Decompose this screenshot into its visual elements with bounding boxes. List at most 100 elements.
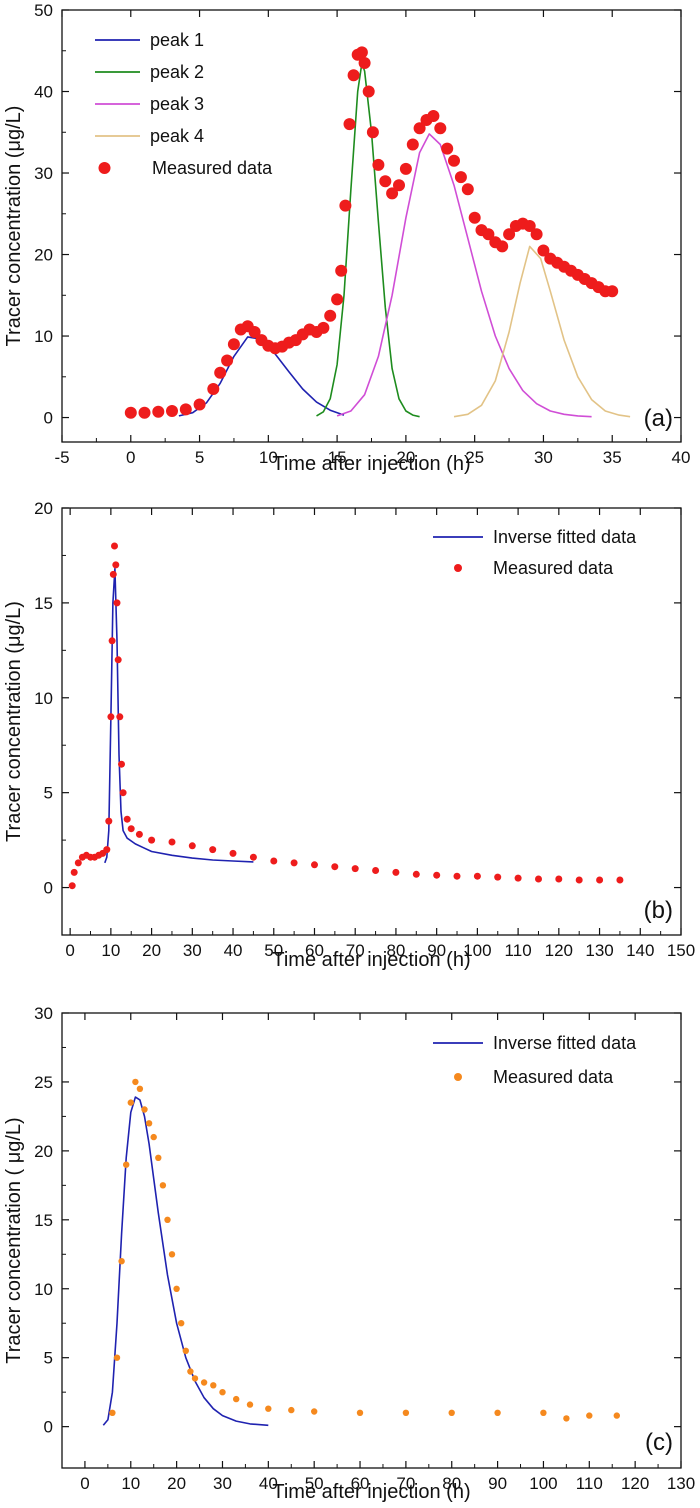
panel-label: (b): [644, 897, 673, 924]
legend-marker-swatch: [454, 564, 462, 572]
data-point: [606, 285, 619, 298]
x-tick-label: -5: [54, 448, 69, 467]
data-point: [187, 1368, 194, 1375]
plot-frame: [61, 1012, 682, 1469]
x-tick-label: 0: [126, 448, 135, 467]
data-point: [74, 859, 82, 867]
data-point: [113, 1354, 121, 1361]
x-axis-title: Time after injection (h): [272, 949, 470, 971]
data-point: [270, 857, 278, 865]
data-point: [109, 570, 117, 578]
data-point: [448, 1409, 455, 1417]
y-axis-title: Tracer concentration (μg/L): [3, 601, 25, 842]
data-point: [399, 162, 412, 175]
x-tick-label: 15: [328, 448, 347, 467]
data-point: [331, 863, 339, 871]
data-point: [182, 1347, 189, 1355]
legend-label: Inverse fitted data: [493, 527, 637, 547]
x-tick-label: 60: [305, 941, 324, 960]
x-tick-label: 30: [213, 1474, 232, 1493]
data-point: [335, 264, 348, 277]
data-point: [127, 825, 135, 833]
y-tick-label: 20: [34, 246, 53, 265]
data-point: [454, 171, 467, 184]
data-point: [540, 1409, 547, 1417]
data-point: [107, 713, 115, 721]
y-tick-label: 10: [34, 1280, 53, 1299]
y-tick-label: 0: [44, 879, 53, 898]
data-point: [413, 122, 426, 135]
x-tick-label: 0: [80, 1474, 89, 1493]
data-point: [118, 1258, 125, 1265]
x-tick-label: 40: [672, 448, 691, 467]
chart-panel-c: 0 10 20 30 40 50 60 70 80 90 100 110 120 130 0 5 10 15 20 2…: [3, 1004, 695, 1503]
x-tick-label: 100: [529, 1474, 557, 1493]
x-tick-label: 90: [488, 1474, 507, 1493]
legend-label: Measured data: [493, 1067, 614, 1087]
y-tick-label: 30: [34, 1004, 53, 1023]
data-point: [358, 57, 371, 69]
data-point: [317, 321, 330, 334]
x-tick-label: 30: [534, 448, 553, 467]
x-tick-label: 0: [65, 941, 74, 960]
data-point: [179, 403, 192, 416]
data-point: [152, 405, 165, 418]
data-point: [461, 183, 474, 196]
data-point: [109, 1409, 116, 1417]
panel-label: (c): [645, 1429, 673, 1456]
data-point: [386, 187, 399, 200]
y-tick-label: 10: [34, 689, 53, 708]
data-point: [355, 46, 368, 59]
data-point: [288, 1406, 295, 1414]
data-point: [339, 199, 352, 212]
data-point: [311, 861, 318, 869]
x-axis-title: Time after injection (h): [272, 1481, 470, 1503]
data-point: [453, 872, 461, 880]
data-point: [136, 1085, 144, 1093]
x-tick-label: 70: [346, 941, 365, 960]
chart-panel-a: -5 0 5 10 15 20 25 30 35 40 0 10 20 30 40 50 Time after …: [3, 1, 690, 475]
data-point: [111, 542, 118, 550]
data-point: [159, 1182, 167, 1189]
data-point: [150, 1133, 157, 1141]
data-point: [227, 338, 240, 351]
data-point: [412, 870, 420, 878]
data-point: [331, 293, 344, 306]
x-tick-label: 40: [259, 1474, 278, 1493]
data-point: [221, 354, 234, 367]
y-tick-label: 10: [34, 327, 53, 346]
data-point: [207, 383, 220, 395]
data-point: [441, 142, 454, 155]
series-line-2: [336, 133, 592, 418]
data-point: [248, 326, 261, 338]
x-tick-label: 50: [264, 941, 283, 960]
series-line-1: [316, 62, 420, 418]
x-tick-label: 80: [386, 941, 405, 960]
data-point: [219, 1389, 226, 1396]
data-point: [290, 859, 298, 867]
x-tick-label: 120: [621, 1474, 649, 1493]
data-point: [108, 637, 116, 645]
data-point: [535, 875, 542, 883]
data-point: [448, 154, 460, 167]
x-tick-label: 60: [351, 1474, 370, 1493]
data-point: [148, 836, 156, 844]
x-tick-label: 35: [603, 448, 622, 467]
data-point: [178, 1320, 185, 1327]
data-point: [392, 868, 400, 876]
data-point: [563, 1415, 570, 1422]
data-point: [119, 789, 127, 797]
y-axis-title: Tracer concentration ( μg/L): [3, 1117, 25, 1363]
y-tick-label: 50: [34, 1, 53, 20]
x-tick-label: 90: [427, 941, 446, 960]
data-point: [494, 873, 502, 881]
x-tick-label: 120: [545, 941, 573, 960]
x-tick-label: 20: [396, 448, 415, 467]
x-tick-label: 80: [442, 1474, 461, 1493]
data-point: [427, 110, 440, 122]
data-point: [372, 158, 385, 171]
data-point: [229, 849, 237, 857]
x-tick-label: 5: [195, 448, 204, 467]
x-tick-label: 25: [465, 448, 484, 467]
x-tick-label: 140: [626, 941, 654, 960]
